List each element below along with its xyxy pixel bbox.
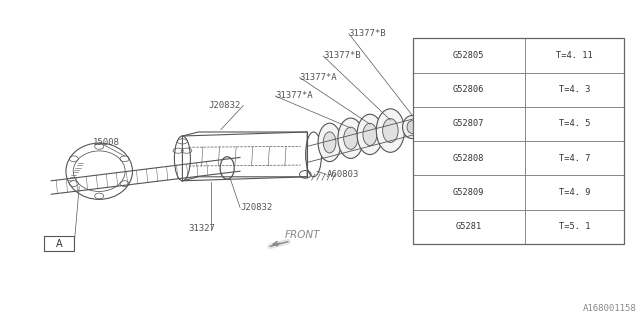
Text: T=5. 1: T=5. 1 xyxy=(559,222,590,231)
Text: 31377*B: 31377*B xyxy=(323,52,361,60)
Ellipse shape xyxy=(376,109,404,152)
Text: G52805: G52805 xyxy=(453,51,484,60)
Ellipse shape xyxy=(344,127,358,149)
FancyBboxPatch shape xyxy=(413,141,624,175)
Ellipse shape xyxy=(363,123,377,146)
FancyBboxPatch shape xyxy=(44,236,74,251)
Text: G52807: G52807 xyxy=(453,119,484,129)
Text: G52806: G52806 xyxy=(453,85,484,94)
Text: 31327: 31327 xyxy=(189,224,216,233)
Text: T=4. 9: T=4. 9 xyxy=(559,188,590,197)
Text: A: A xyxy=(56,238,62,249)
Text: J20832: J20832 xyxy=(208,101,240,110)
Text: A168001158: A168001158 xyxy=(583,304,637,313)
Ellipse shape xyxy=(323,132,336,153)
Ellipse shape xyxy=(403,116,422,139)
Text: 31377*A: 31377*A xyxy=(275,92,313,100)
Ellipse shape xyxy=(357,114,383,155)
FancyBboxPatch shape xyxy=(413,73,624,107)
Text: G5281: G5281 xyxy=(456,222,482,231)
Ellipse shape xyxy=(338,118,364,158)
Text: 31377*B: 31377*B xyxy=(349,29,387,38)
FancyBboxPatch shape xyxy=(413,107,624,141)
Text: J20832: J20832 xyxy=(240,203,272,212)
Text: T=4. 7: T=4. 7 xyxy=(559,154,590,163)
Ellipse shape xyxy=(407,121,417,133)
Text: T=4. 11: T=4. 11 xyxy=(556,51,593,60)
Ellipse shape xyxy=(318,123,341,162)
Text: T=4. 3: T=4. 3 xyxy=(559,85,590,94)
Text: G52808: G52808 xyxy=(453,154,484,163)
Text: 31377*A: 31377*A xyxy=(300,73,337,82)
Text: A60803: A60803 xyxy=(326,170,358,179)
Text: T=4. 5: T=4. 5 xyxy=(559,119,590,129)
Text: G52809: G52809 xyxy=(453,188,484,197)
Text: FRONT: FRONT xyxy=(285,230,320,240)
Text: 15008: 15008 xyxy=(93,138,120,147)
FancyBboxPatch shape xyxy=(413,38,624,73)
Ellipse shape xyxy=(383,119,398,142)
FancyBboxPatch shape xyxy=(413,175,624,210)
FancyBboxPatch shape xyxy=(413,210,624,244)
